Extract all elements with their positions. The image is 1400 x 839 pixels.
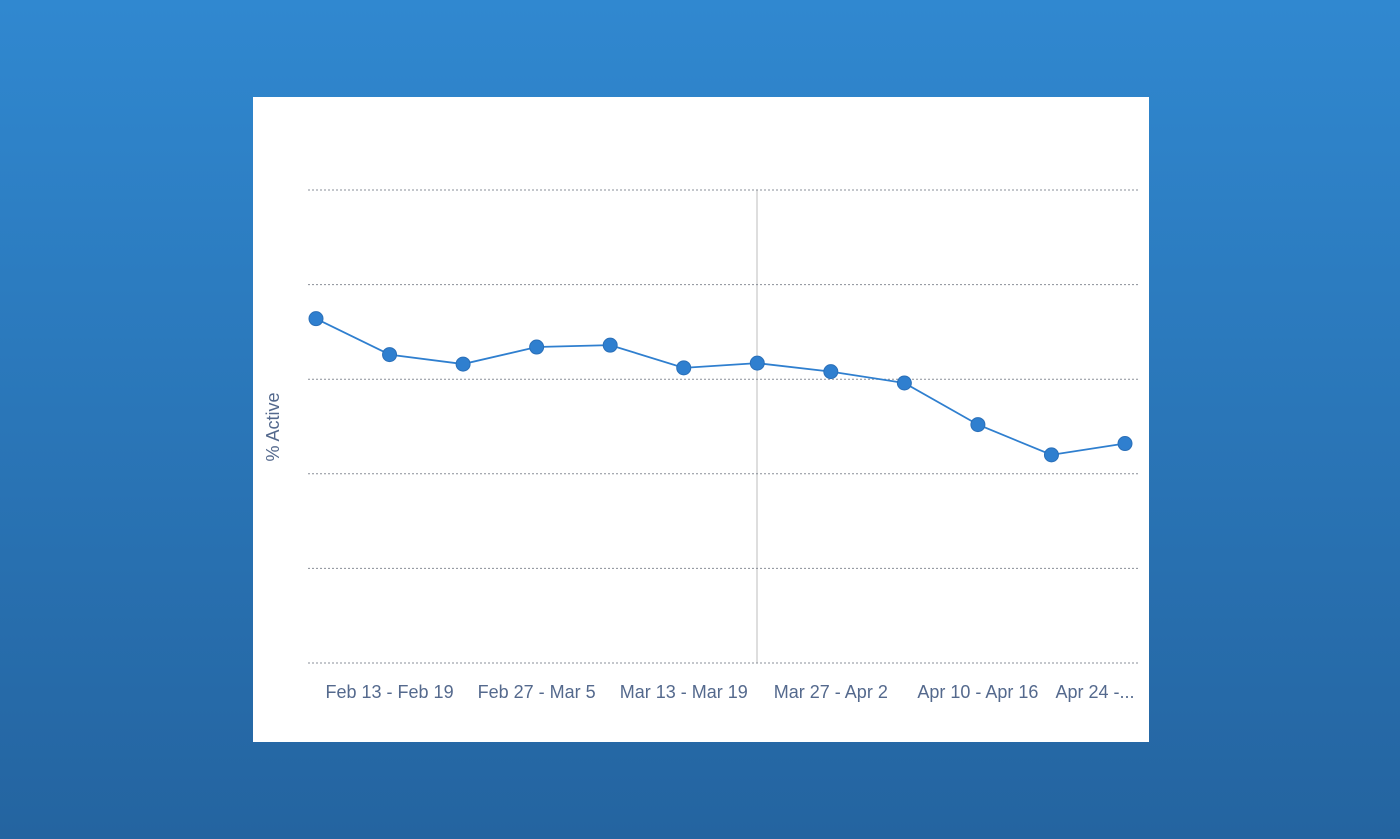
x-tick-label: Apr 24 -... [1055,682,1134,702]
x-tick-label: Apr 10 - Apr 16 [917,682,1038,702]
data-point [1117,436,1133,452]
x-tick-label: Feb 27 - Mar 5 [478,682,596,702]
x-tick-label: Mar 27 - Apr 2 [774,682,888,702]
x-tick-label: Mar 13 - Mar 19 [620,682,748,702]
data-point [382,347,398,363]
x-tick-label: Feb 13 - Feb 19 [326,682,454,702]
data-point [308,311,324,327]
y-axis-label: % Active [263,392,283,461]
data-point [455,356,471,372]
data-point [896,375,912,391]
series-line [315,317,1126,456]
data-point [676,360,692,376]
data-point [1043,447,1059,463]
data-point [823,364,839,380]
data-point [749,355,765,371]
data-point [970,417,986,433]
data-point [602,337,618,353]
card [253,97,1149,742]
data-point [529,339,545,355]
